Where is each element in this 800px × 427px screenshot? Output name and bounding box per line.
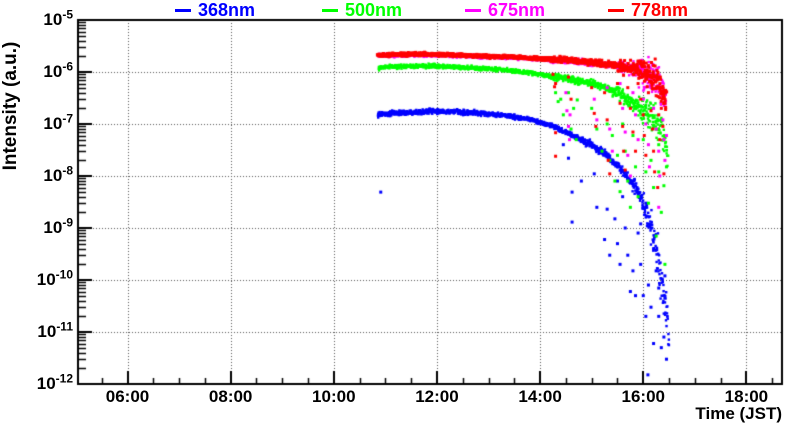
- y-tick-label: 10-11: [0, 319, 73, 342]
- y-tick-exponent: -10: [55, 267, 73, 282]
- y-tick-exponent: -9: [62, 215, 73, 230]
- x-tick-label: 18:00: [724, 387, 769, 406]
- x-tick-label: 12:00: [415, 387, 459, 406]
- legend-label: 368nm: [198, 0, 256, 20]
- x-tick-label: 08:00: [208, 387, 253, 406]
- y-tick-exponent: -12: [55, 371, 73, 386]
- y-tick-base: 10: [43, 166, 63, 185]
- legend-line-icon: [465, 9, 481, 12]
- y-tick-base: 10: [43, 114, 63, 133]
- y-tick-label: 10-5: [0, 7, 73, 30]
- x-axis-title: Time (JST): [695, 404, 782, 423]
- legend-label: 675nm: [488, 0, 546, 20]
- y-tick-exponent: -6: [62, 59, 73, 74]
- x-tick-label: 10:00: [312, 387, 356, 406]
- legend-line-icon: [608, 9, 624, 12]
- legend-entry-368nm: 368nm: [175, 0, 255, 20]
- y-tick-exponent: -11: [56, 319, 73, 334]
- y-tick-label: 10-7: [0, 111, 73, 134]
- legend-line-icon: [322, 9, 338, 12]
- y-tick-base: 10: [37, 322, 57, 341]
- y-tick-base: 10: [36, 374, 56, 393]
- y-tick-base: 10: [36, 270, 56, 289]
- y-tick-exponent: -5: [62, 7, 73, 22]
- y-tick-exponent: -7: [62, 111, 73, 126]
- y-tick-base: 10: [43, 62, 63, 81]
- y-tick-label: 10-9: [0, 215, 73, 238]
- x-tick-label: 14:00: [518, 387, 562, 406]
- y-tick-base: 10: [43, 10, 63, 29]
- y-tick-label: 10-12: [0, 371, 73, 394]
- legend-label: 500nm: [345, 0, 403, 20]
- legend-entry-675nm: 675nm: [465, 0, 545, 20]
- legend-entry-778nm: 778nm: [608, 0, 688, 20]
- y-tick-base: 10: [43, 218, 63, 237]
- y-tick-label: 10-6: [0, 59, 73, 82]
- y-tick-exponent: -8: [62, 163, 73, 178]
- y-tick-label: 10-10: [0, 267, 73, 290]
- y-tick-label: 10-8: [0, 163, 73, 186]
- legend-label: 778nm: [631, 0, 689, 20]
- legend-entry-500nm: 500nm: [322, 0, 402, 20]
- x-tick-label: 06:00: [105, 387, 150, 406]
- x-tick-label: 16:00: [621, 387, 665, 406]
- legend-line-icon: [175, 9, 191, 12]
